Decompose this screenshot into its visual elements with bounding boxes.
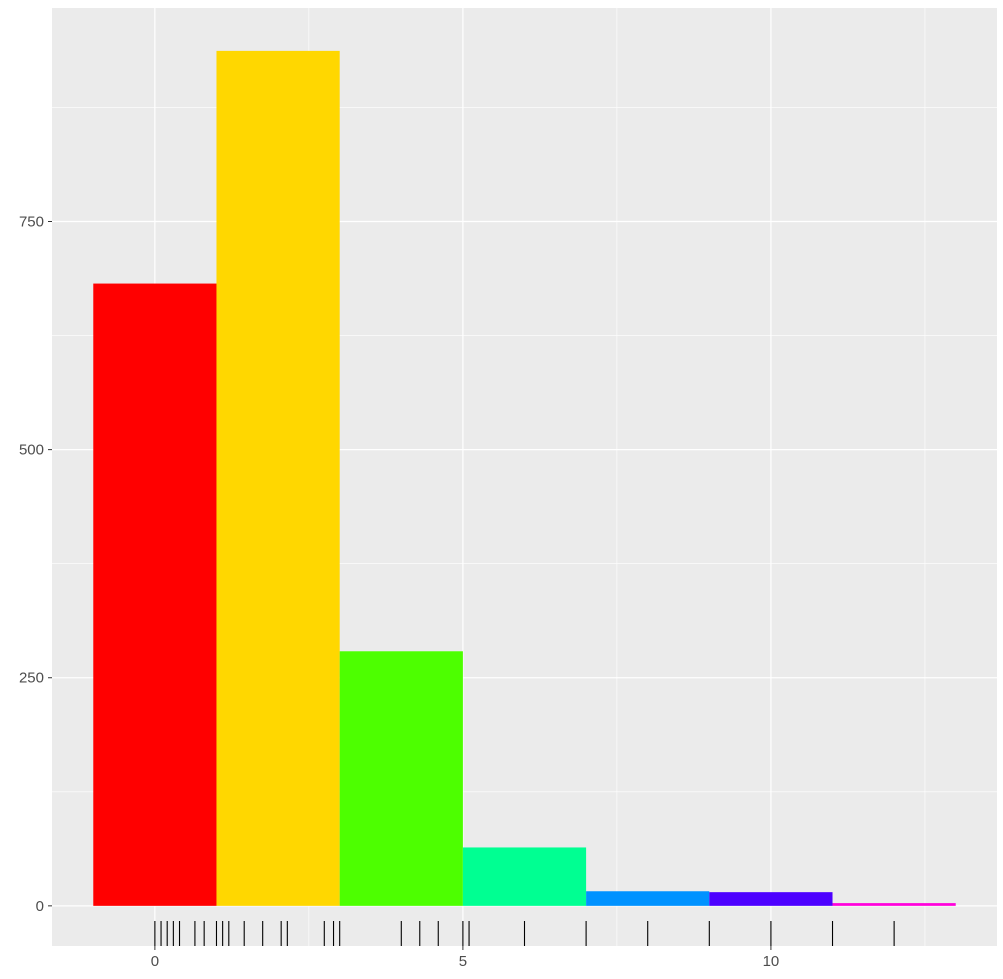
x-axis: 0 5 10 <box>151 946 780 970</box>
y-tick-label: 500 <box>19 442 44 459</box>
y-axis: 0 250 500 750 <box>19 214 52 915</box>
bar <box>216 50 340 906</box>
y-tick-label: 750 <box>19 214 44 231</box>
bar <box>339 651 463 906</box>
x-tick-label: 5 <box>459 953 467 970</box>
bar <box>586 891 710 906</box>
rug-marks <box>154 921 895 946</box>
bars <box>93 50 956 906</box>
y-tick-label: 0 <box>36 898 44 915</box>
bar <box>462 847 587 906</box>
bar <box>93 283 217 906</box>
bar <box>832 903 956 906</box>
x-tick-label: 10 <box>763 953 780 970</box>
bar <box>709 892 833 906</box>
x-tick-label: 0 <box>151 953 159 970</box>
y-tick-label: 250 <box>19 670 44 687</box>
